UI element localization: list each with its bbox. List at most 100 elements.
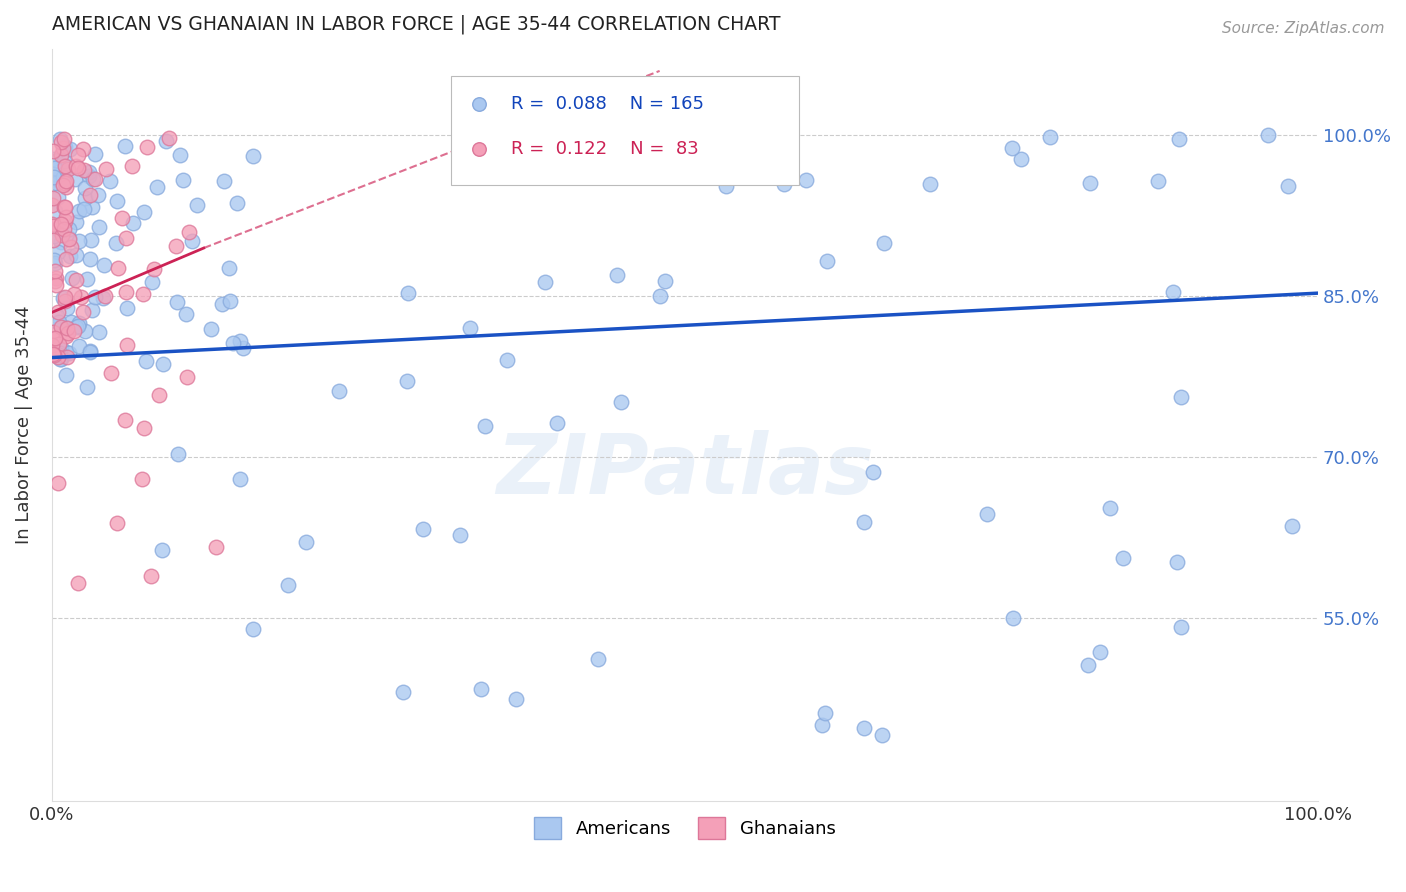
Point (242, 149, 264, 163)
Point (79, 344, 101, 359)
Point (45, 154, 67, 169)
Point (55, 210, 77, 224)
Point (121, 159, 143, 173)
Point (1088, 645, 1111, 659)
Point (1170, 390, 1192, 404)
Point (41, 217, 63, 231)
Point (44, 161, 66, 176)
Text: Source: ZipAtlas.com: Source: ZipAtlas.com (1222, 21, 1385, 36)
Point (45, 271, 67, 285)
Point (242, 622, 264, 636)
Point (494, 129, 516, 144)
Point (42, 253, 65, 268)
Point (146, 179, 169, 194)
Point (45, 277, 67, 292)
Point (815, 254, 838, 268)
Point (143, 261, 166, 276)
Point (49, 351, 72, 366)
Point (72, 142, 94, 156)
Point (214, 174, 236, 188)
Point (73, 162, 96, 177)
Point (229, 334, 252, 348)
Point (53, 176, 76, 190)
Point (84, 290, 107, 304)
Point (546, 417, 568, 431)
Point (41, 152, 63, 166)
Point (505, 692, 527, 706)
Point (63, 171, 86, 186)
Point (648, 289, 671, 303)
Point (79, 252, 101, 266)
Point (42, 348, 65, 362)
Point (53, 132, 76, 146)
Point (41, 144, 63, 158)
Point (219, 293, 242, 308)
Point (52, 178, 75, 192)
Point (117, 301, 139, 315)
Point (46, 190, 69, 204)
Point (114, 139, 136, 153)
Point (41, 338, 63, 352)
Point (48, 223, 70, 237)
Point (155, 135, 177, 149)
Point (58, 161, 80, 176)
Text: AMERICAN VS GHANAIAN IN LABOR FORCE | AGE 35-44 CORRELATION CHART: AMERICAN VS GHANAIAN IN LABOR FORCE | AG… (52, 15, 780, 35)
Point (42, 233, 65, 247)
Point (94, 162, 117, 177)
Point (65, 272, 87, 286)
Point (46, 476, 69, 491)
Point (772, 177, 794, 191)
Point (862, 465, 884, 479)
Point (176, 369, 198, 384)
Point (49, 217, 72, 231)
Point (46, 315, 69, 329)
Point (44, 256, 66, 270)
Point (132, 286, 155, 301)
Point (49, 345, 72, 359)
Point (62, 287, 84, 301)
Point (52, 141, 75, 155)
Point (46, 172, 69, 186)
Point (46, 338, 69, 352)
Point (46, 351, 69, 365)
Point (41, 172, 63, 186)
Point (79, 187, 101, 202)
Point (1166, 555, 1188, 569)
Point (328, 384, 350, 399)
Point (59, 142, 82, 156)
Point (1076, 658, 1098, 673)
Point (87, 219, 110, 234)
Point (58, 221, 80, 235)
Point (159, 131, 181, 145)
Point (1098, 500, 1121, 515)
Point (67, 575, 90, 590)
Point (42, 169, 65, 184)
Point (226, 196, 249, 211)
Point (65, 159, 87, 173)
Point (56, 350, 79, 364)
Point (49, 132, 72, 146)
Point (44, 203, 66, 218)
Point (495, 353, 517, 368)
Point (976, 507, 998, 521)
Point (174, 307, 197, 321)
Point (55, 344, 77, 359)
Point (177, 225, 200, 239)
Text: R =  0.122    N =  83: R = 0.122 N = 83 (512, 140, 699, 159)
Point (200, 322, 222, 336)
Point (1281, 518, 1303, 533)
Point (46, 309, 69, 323)
Text: R =  0.088    N = 165: R = 0.088 N = 165 (512, 95, 704, 113)
Point (534, 275, 557, 289)
Point (105, 236, 128, 251)
Point (93, 258, 115, 272)
Point (111, 211, 134, 225)
Point (67, 316, 90, 330)
Point (46, 305, 69, 319)
Point (58, 346, 80, 360)
Point (87, 188, 110, 202)
Point (1010, 153, 1032, 167)
Point (69, 290, 91, 304)
Point (1039, 130, 1062, 145)
Point (67, 339, 90, 353)
